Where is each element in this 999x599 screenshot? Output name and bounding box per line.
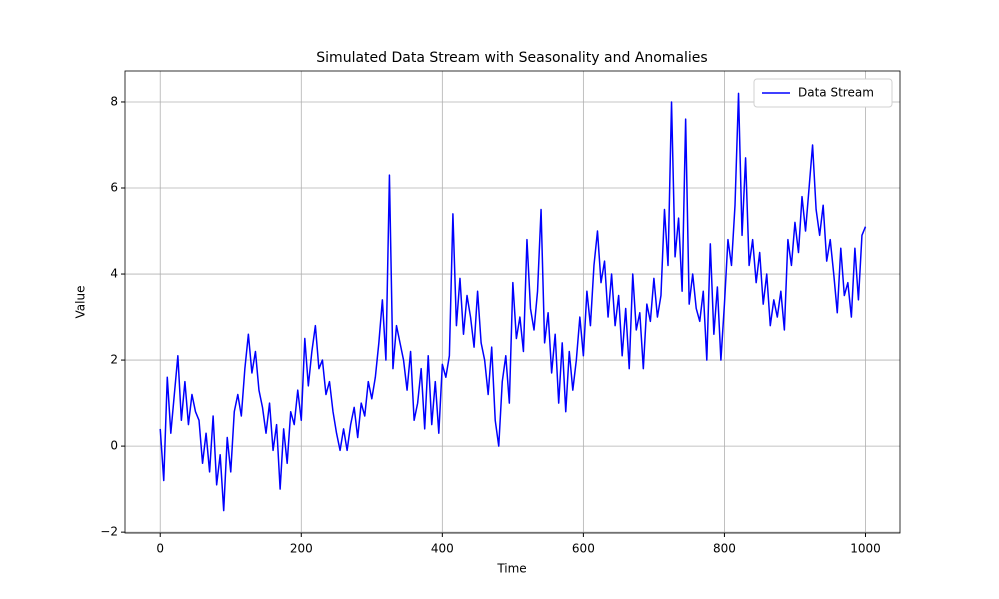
x-tick-label: 800 — [713, 542, 736, 556]
legend-label: Data Stream — [798, 86, 874, 100]
y-tick-label: 0 — [110, 439, 118, 453]
y-tick-label: 8 — [110, 94, 118, 108]
x-tick-label: 200 — [290, 542, 313, 556]
legend-box — [753, 78, 893, 108]
x-tick-label: 1000 — [850, 542, 881, 556]
x-tick-label: 400 — [431, 542, 454, 556]
y-tick-label: 2 — [110, 353, 118, 367]
chart-title: Simulated Data Stream with Seasonality a… — [316, 50, 707, 66]
y-tick-label: −2 — [100, 525, 118, 539]
x-axis-label: Time — [496, 562, 526, 576]
y-axis-label: Value — [74, 286, 88, 319]
y-tick-label: 4 — [110, 267, 118, 281]
x-tick-label: 0 — [156, 542, 164, 556]
plot-frame — [124, 70, 901, 534]
y-tick-label: 6 — [110, 181, 118, 195]
data-line — [159, 92, 867, 512]
x-tick-label: 600 — [572, 542, 595, 556]
